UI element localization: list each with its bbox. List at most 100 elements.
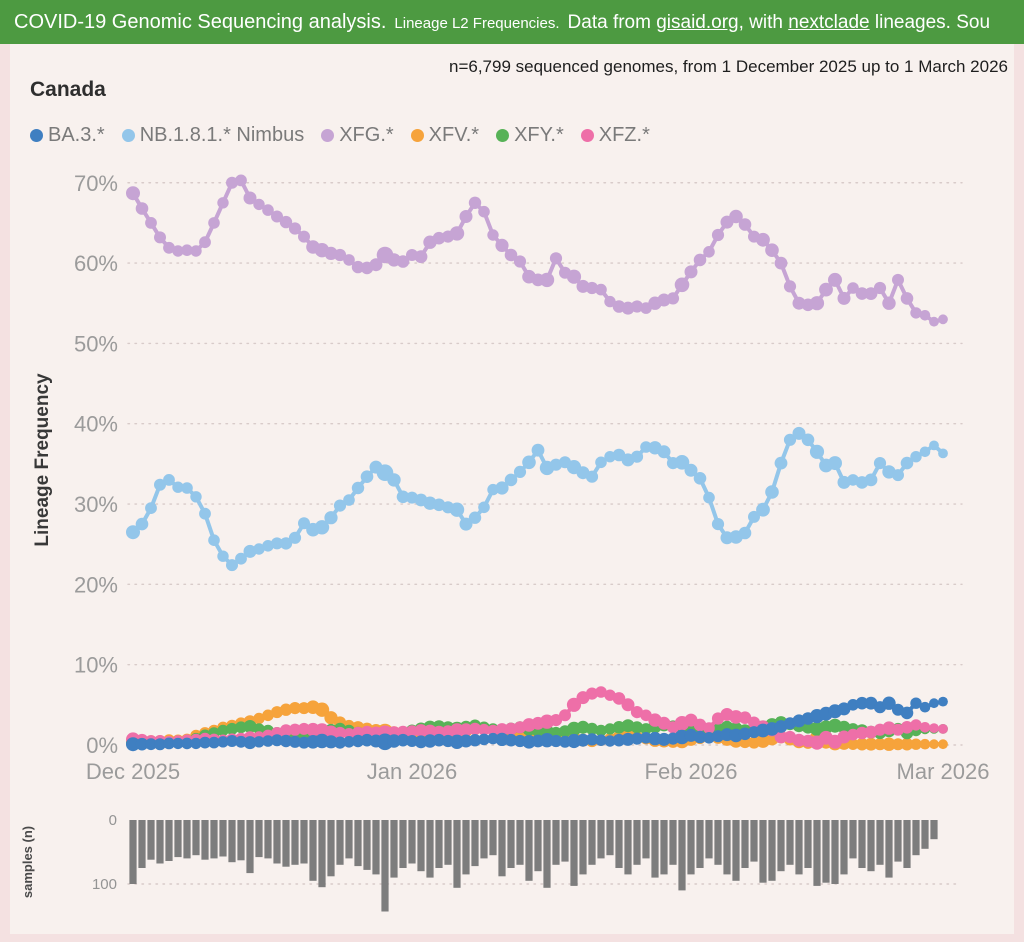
data-point[interactable] [783,433,797,446]
sample-bar[interactable] [903,820,911,868]
data-point[interactable] [243,736,257,750]
sample-bar[interactable] [165,820,173,861]
data-point[interactable] [882,696,896,710]
data-point[interactable] [154,478,166,491]
data-point[interactable] [774,256,788,270]
data-point[interactable] [314,702,330,717]
data-point[interactable] [163,474,175,486]
sample-bar[interactable] [561,820,569,862]
data-point[interactable] [837,702,851,716]
sample-bar[interactable] [507,820,515,868]
data-point[interactable] [657,732,671,746]
data-point[interactable] [919,722,931,733]
data-point[interactable] [549,734,563,748]
sample-bar[interactable] [381,820,389,912]
sample-bar[interactable] [372,820,380,875]
sample-bar[interactable] [291,820,299,865]
data-point[interactable] [819,282,833,297]
sample-bar[interactable] [192,820,200,856]
data-point[interactable] [559,709,571,722]
sample-bar[interactable] [282,820,290,867]
sample-bar[interactable] [624,820,632,875]
data-point[interactable] [711,228,725,242]
data-point[interactable] [314,520,330,535]
data-point[interactable] [864,287,878,300]
data-point[interactable] [738,218,752,231]
data-point[interactable] [621,732,635,746]
data-point[interactable] [208,736,220,749]
data-point[interactable] [748,510,760,523]
data-point[interactable] [873,457,887,470]
data-point[interactable] [919,738,931,750]
gisaid-link[interactable]: gisaid.org [656,12,739,33]
data-point[interactable] [900,737,914,751]
data-point[interactable] [910,719,922,731]
data-point[interactable] [774,730,788,744]
data-point[interactable] [513,255,527,268]
data-point[interactable] [208,534,220,546]
data-point[interactable] [288,531,302,544]
data-point[interactable] [279,537,293,550]
data-point[interactable] [253,198,265,211]
legend-item-ba-3-[interactable]: BA.3.* [30,124,105,147]
data-point[interactable] [855,696,869,710]
data-point[interactable] [837,730,851,744]
data-point[interactable] [154,738,166,751]
data-point[interactable] [181,244,193,256]
data-point[interactable] [145,502,157,514]
data-point[interactable] [396,255,410,268]
sample-bar[interactable] [543,820,551,888]
data-point[interactable] [738,526,752,540]
data-point[interactable] [549,714,563,727]
data-point[interactable] [253,712,265,725]
data-point[interactable] [711,518,725,531]
data-point[interactable] [333,726,347,740]
data-point[interactable] [630,732,644,745]
data-point[interactable] [929,440,939,451]
data-point[interactable] [504,733,518,747]
data-point[interactable] [271,537,283,550]
sample-bar[interactable] [453,820,461,888]
sample-bar[interactable] [795,820,803,875]
data-point[interactable] [765,243,779,257]
sample-bar[interactable] [813,820,821,886]
data-point[interactable] [882,737,896,751]
data-point[interactable] [847,738,859,750]
sample-bar[interactable] [363,820,371,870]
data-point[interactable] [279,215,293,229]
sample-bar[interactable] [597,820,605,859]
data-point[interactable] [235,552,247,565]
sample-bar[interactable] [732,820,740,881]
sample-bar[interactable] [858,820,866,868]
data-point[interactable] [243,544,257,558]
data-point[interactable] [504,248,518,262]
data-point[interactable] [666,292,680,305]
data-point[interactable] [468,722,482,736]
data-point[interactable] [468,734,482,747]
legend-item-nb-1-8-1-nimbus[interactable]: NB.1.8.1.* Nimbus [121,124,304,147]
data-point[interactable] [630,721,644,734]
sample-bar[interactable] [129,820,137,884]
data-point[interactable] [351,734,365,748]
sample-bar[interactable] [219,820,227,857]
data-point[interactable] [459,210,473,223]
data-point[interactable] [765,485,779,499]
data-point[interactable] [595,734,607,746]
data-point[interactable] [226,722,238,735]
data-point[interactable] [135,517,149,531]
sample-bar[interactable] [714,820,722,865]
data-point[interactable] [288,222,302,235]
data-point[interactable] [566,697,582,712]
sample-bar[interactable] [156,820,164,864]
data-point[interactable] [919,310,931,321]
data-point[interactable] [585,470,599,483]
sample-bar[interactable] [264,820,272,859]
data-point[interactable] [351,481,365,495]
sample-bar[interactable] [552,820,560,865]
data-point[interactable] [809,296,825,311]
data-point[interactable] [585,281,599,295]
sample-bar[interactable] [786,820,794,865]
data-point[interactable] [938,739,948,750]
data-point[interactable] [910,451,922,463]
sample-bar[interactable] [255,820,263,858]
